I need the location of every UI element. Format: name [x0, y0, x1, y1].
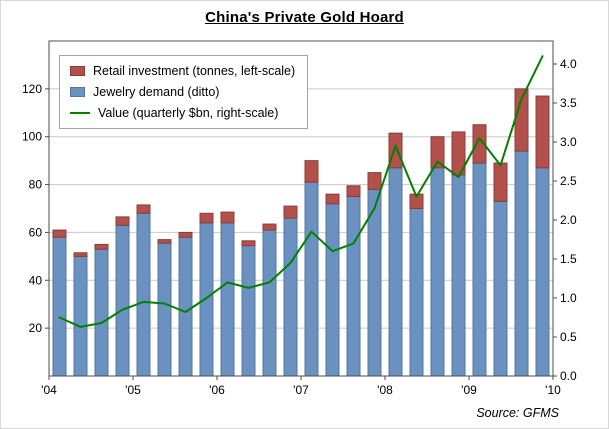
left-axis-tick-label: 80 — [29, 178, 43, 192]
legend-item-jewelry-demand: Jewelry demand (ditto) — [70, 85, 295, 99]
bar-jewelry-demand — [52, 236, 67, 377]
bar-jewelry-demand — [535, 167, 550, 377]
right-axis-tick-label: 3.5 — [560, 96, 577, 110]
bar-jewelry-demand — [220, 222, 235, 377]
bar-jewelry-demand — [262, 229, 277, 377]
right-axis-tick-label: 4.0 — [560, 57, 577, 71]
bar-retail-investment — [472, 124, 487, 164]
x-axis-tick-label: '10 — [545, 383, 561, 397]
bar-retail-investment — [367, 172, 382, 190]
x-axis-tick-label: '08 — [377, 383, 393, 397]
bar-jewelry-demand — [409, 208, 424, 377]
bar-retail-investment — [493, 162, 508, 202]
legend-label-value-line: Value (quarterly $bn, right-scale) — [98, 106, 279, 120]
bar-jewelry-demand — [451, 174, 466, 377]
right-axis-tick-label: 0.0 — [560, 369, 577, 383]
bar-retail-investment — [199, 212, 214, 224]
bar-retail-investment — [430, 136, 445, 169]
legend-label-retail-investment: Retail investment (tonnes, left-scale) — [93, 64, 296, 78]
legend-label-jewelry-demand: Jewelry demand (ditto) — [93, 85, 220, 99]
bar-retail-investment — [94, 243, 109, 250]
bar-jewelry-demand — [178, 236, 193, 377]
bar-retail-investment — [283, 205, 298, 219]
bar-retail-investment — [220, 211, 235, 224]
value-line — [58, 55, 544, 328]
bar-retail-investment — [388, 132, 403, 169]
x-axis-tick-label: '09 — [461, 383, 477, 397]
bar-jewelry-demand — [157, 242, 172, 377]
legend-item-value-line: Value (quarterly $bn, right-scale) — [70, 106, 295, 120]
bar-jewelry-demand — [514, 150, 529, 377]
legend: Retail investment (tonnes, left-scale) J… — [59, 55, 309, 129]
bar-retail-investment — [241, 240, 256, 247]
x-axis-tick-label: '04 — [41, 383, 57, 397]
legend-item-retail-investment: Retail investment (tonnes, left-scale) — [70, 64, 295, 78]
x-axis-tick-label: '07 — [293, 383, 309, 397]
bar-jewelry-demand — [241, 245, 256, 377]
right-axis-tick-label: 3.0 — [560, 135, 577, 149]
bar-retail-investment — [262, 223, 277, 231]
bar-jewelry-demand — [472, 162, 487, 377]
bar-retail-investment — [115, 216, 130, 226]
bar-jewelry-demand — [115, 224, 130, 377]
left-axis-tick-label: 60 — [29, 225, 43, 239]
retail-investment-swatch-icon — [70, 66, 85, 76]
jewelry-demand-swatch-icon — [70, 87, 85, 97]
bar-retail-investment — [157, 239, 172, 244]
bar-jewelry-demand — [136, 212, 151, 377]
right-axis-tick-label: 1.5 — [560, 252, 577, 266]
bar-retail-investment — [73, 252, 88, 257]
x-axis-tick-label: '06 — [209, 383, 225, 397]
right-axis-tick-label: 1.0 — [560, 291, 577, 305]
bar-jewelry-demand — [304, 181, 319, 377]
left-axis-tick-label: 40 — [29, 273, 43, 287]
bar-jewelry-demand — [283, 217, 298, 377]
bar-jewelry-demand — [325, 203, 340, 377]
bar-retail-investment — [178, 231, 193, 238]
x-axis-tick-label: '05 — [125, 383, 141, 397]
bar-retail-investment — [52, 229, 67, 238]
chart-title: China's Private Gold Hoard — [205, 9, 404, 26]
bar-retail-investment — [136, 204, 151, 214]
bar-retail-investment — [325, 193, 340, 205]
source-note: Source: GFMS — [476, 406, 559, 420]
bar-jewelry-demand — [199, 222, 214, 377]
right-axis-tick-label: 2.5 — [560, 174, 577, 188]
right-axis-tick-label: 0.5 — [560, 330, 577, 344]
value-line-swatch-icon — [70, 112, 90, 114]
bar-retail-investment — [346, 185, 361, 198]
bar-jewelry-demand — [73, 255, 88, 377]
bar-jewelry-demand — [388, 167, 403, 377]
bar-retail-investment — [304, 160, 319, 183]
right-axis-tick-label: 2.0 — [560, 213, 577, 227]
left-axis-tick-label: 100 — [22, 130, 42, 144]
bar-jewelry-demand — [346, 196, 361, 377]
bar-retail-investment — [535, 95, 550, 169]
bar-jewelry-demand — [94, 248, 109, 377]
bar-jewelry-demand — [430, 167, 445, 377]
bar-jewelry-demand — [493, 200, 508, 377]
left-axis-tick-label: 20 — [29, 321, 43, 335]
left-axis-tick-label: 120 — [22, 82, 42, 96]
